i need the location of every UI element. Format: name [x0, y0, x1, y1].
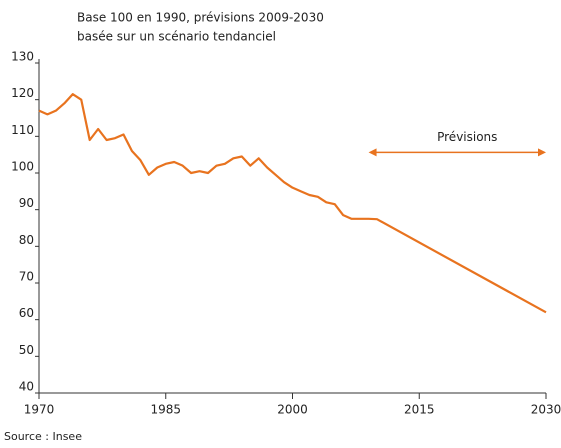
- data-line: [38, 93, 547, 314]
- x-tick-label: 1985: [150, 403, 181, 417]
- y-tick-label: 110: [11, 123, 34, 137]
- source: Source : Insee: [4, 430, 82, 443]
- y-tick-label: 100: [11, 160, 34, 174]
- y-tick-label: 40: [19, 380, 34, 394]
- y-tick-label: 70: [19, 270, 34, 284]
- x-tick-label: 2030: [531, 403, 561, 417]
- chart-title: Base 100 en 1990, prévisions 2009-2030: [77, 11, 324, 25]
- annotation-text: Prévisions: [437, 130, 497, 144]
- x-tick-label: 2015: [404, 403, 435, 417]
- y-tick-label: 130: [11, 50, 34, 64]
- y-tick-label: 120: [11, 86, 34, 100]
- y-tick-label: 90: [19, 196, 34, 210]
- chart-subtitle: basée sur un scénario tendanciel: [77, 30, 276, 44]
- x-tick-label: 2000: [277, 403, 308, 417]
- y-tick-label: 50: [19, 343, 34, 357]
- x-tick-label: 1970: [24, 403, 55, 417]
- y-tick-label: 80: [19, 233, 34, 247]
- y-tick-label: 60: [19, 306, 34, 320]
